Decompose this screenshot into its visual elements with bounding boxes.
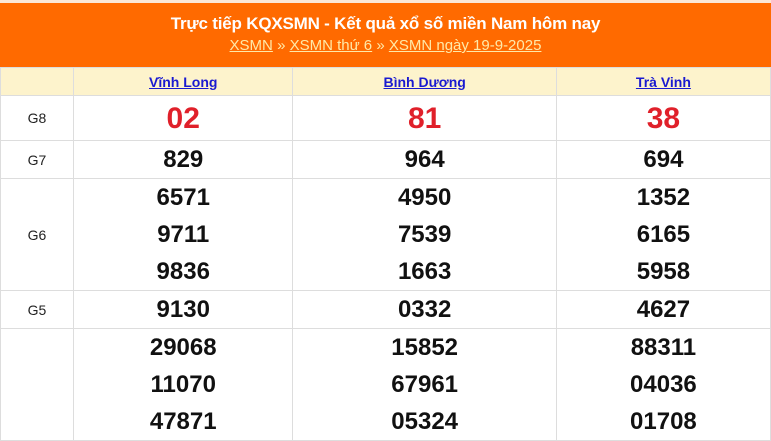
prize-row: G5 9130 0332 4627	[0, 290, 771, 329]
prize-cell: 81	[292, 95, 557, 141]
prize-number: 9711	[157, 221, 210, 248]
breadcrumb: XSMN » XSMN thứ 6 » XSMN ngày 19-9-2025	[0, 37, 771, 54]
prize-number: 67961	[391, 371, 459, 398]
prize-number: 0332	[397, 296, 452, 323]
breadcrumb-xsmn-thu-6[interactable]: XSMN thứ 6	[289, 37, 373, 54]
prize-number: 29068	[149, 334, 217, 361]
prize-number: 88311	[630, 334, 697, 361]
prize-number: 7539	[397, 221, 452, 248]
prize-number: 05324	[391, 408, 459, 435]
prize-number: 5958	[636, 258, 691, 285]
prize-number: 9836	[156, 258, 210, 285]
prize-cell: 88311 04036 01708	[555, 328, 771, 441]
breadcrumb-separator: »	[376, 37, 385, 54]
prize-number: 829	[163, 146, 204, 173]
prize-number: 15852	[391, 334, 459, 361]
prize-number: 1352	[636, 184, 691, 211]
prize-number: 04036	[630, 371, 697, 398]
breadcrumb-xsmn-date[interactable]: XSMN ngày 19-9-2025	[388, 37, 542, 54]
prize-row: G7 829 964 694	[0, 140, 771, 179]
province-link-tra-vinh[interactable]: Trà Vinh	[635, 73, 691, 90]
corner-cell	[0, 67, 74, 96]
prize-label: G6	[0, 178, 74, 291]
prize-cell: 9130	[72, 290, 294, 329]
prize-cell: 829	[72, 140, 294, 179]
prize-number: 6571	[156, 184, 210, 211]
prize-number: 694	[643, 146, 684, 173]
prize-number: 11070	[150, 371, 216, 398]
prize-cell: 1352 6165 5958	[555, 178, 771, 291]
page-header: Trực tiếp KQXSMN - Kết quả xổ số miền Na…	[0, 0, 771, 67]
prize-cell: 29068 11070 47871	[72, 328, 294, 441]
prize-number: 964	[404, 146, 445, 173]
page-title: Trực tiếp KQXSMN - Kết quả xổ số miền Na…	[170, 14, 601, 33]
prize-cell: 6571 9711 9836	[72, 178, 294, 291]
prize-label: G5	[0, 290, 74, 329]
prize-cell: 964	[292, 140, 557, 179]
prize-number: 6165	[636, 221, 691, 248]
prize-cell: 4627	[555, 290, 771, 329]
province-link-binh-duong[interactable]: Bình Dương	[383, 73, 466, 90]
breadcrumb-xsmn[interactable]: XSMN	[229, 37, 273, 54]
prize-label	[0, 328, 74, 441]
breadcrumb-separator: »	[277, 37, 286, 54]
prize-cell: 0332	[292, 290, 557, 329]
prize-number: 1663	[397, 258, 452, 285]
prize-cell: 694	[555, 140, 771, 179]
prize-row: G8 02 81 38	[0, 95, 771, 141]
prize-number: 9130	[156, 296, 210, 323]
prize-row: 29068 11070 47871 15852 67961 05324 88311 04036…	[0, 328, 771, 441]
prize-number: 01708	[630, 408, 697, 435]
prize-number: 02	[166, 101, 200, 135]
prize-number: 4627	[636, 296, 691, 323]
prize-label: G8	[0, 95, 74, 141]
prize-number: 47871	[149, 408, 217, 435]
results-table: Vĩnh Long Bình Dương Trà Vinh G8 02 81 38 G7…	[0, 67, 771, 441]
prize-number: 38	[646, 101, 681, 135]
prize-number: 4950	[397, 184, 452, 211]
prize-cell: 02	[72, 95, 294, 141]
prize-number: 81	[407, 101, 442, 135]
prize-row: G6 6571 9711 9836 4950 7539 1663 1352 6165 5958	[0, 178, 771, 291]
prize-cell: 4950 7539 1663	[292, 178, 557, 291]
prize-label: G7	[0, 140, 74, 179]
prize-cell: 38	[555, 95, 771, 141]
prize-cell: 15852 67961 05324	[292, 328, 557, 441]
province-link-vinh-long[interactable]: Vĩnh Long	[149, 73, 218, 90]
